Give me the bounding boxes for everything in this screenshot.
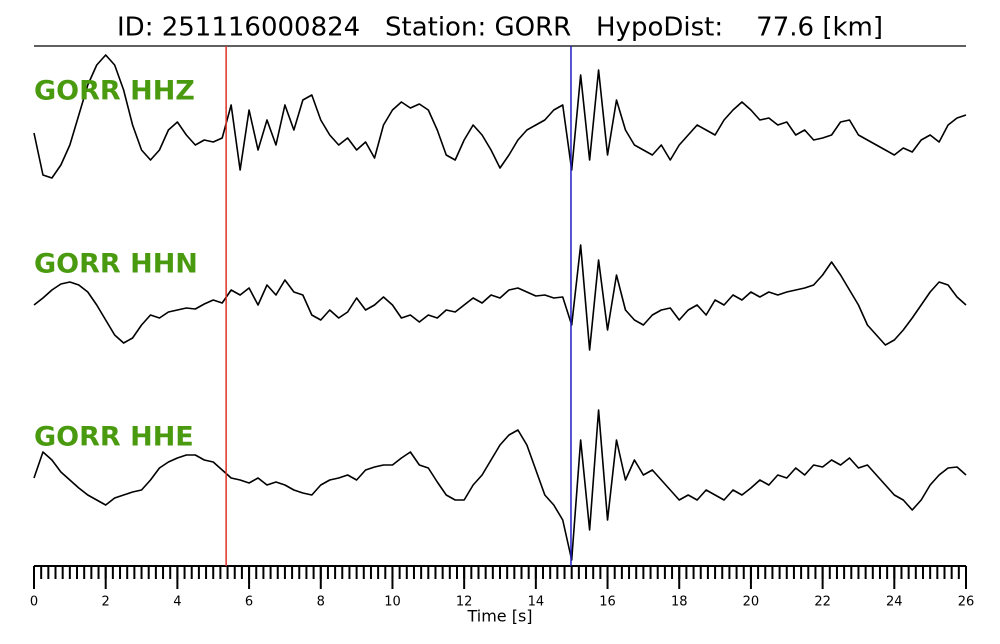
waveform (33, 244, 967, 351)
trace-label: GORR HHN (34, 249, 198, 280)
x-tick-label: 22 (814, 595, 831, 610)
x-tick-label: 18 (671, 595, 688, 610)
x-tick-label: 16 (599, 595, 616, 610)
x-tick-label: 4 (173, 595, 181, 610)
chart-title: ID: 251116000824 Station: GORR HypoDist:… (117, 13, 883, 43)
trace-label: GORR HHZ (34, 76, 195, 107)
x-tick-label: 8 (317, 595, 325, 610)
x-tick-label: 20 (743, 595, 760, 610)
x-tick-label: 10 (384, 595, 401, 610)
trace-label: GORR HHE (34, 422, 194, 453)
waveform (33, 409, 967, 561)
x-tick-label: 12 (456, 595, 473, 610)
x-tick-label: 6 (245, 595, 253, 610)
waveform (33, 54, 967, 179)
x-tick-label: 2 (102, 595, 110, 610)
x-tick-label: 24 (886, 595, 903, 610)
x-axis-label: Time [s] (466, 607, 532, 626)
x-tick-label: 14 (528, 595, 545, 610)
x-tick-label: 0 (30, 595, 38, 610)
x-tick-label: 26 (958, 595, 975, 610)
